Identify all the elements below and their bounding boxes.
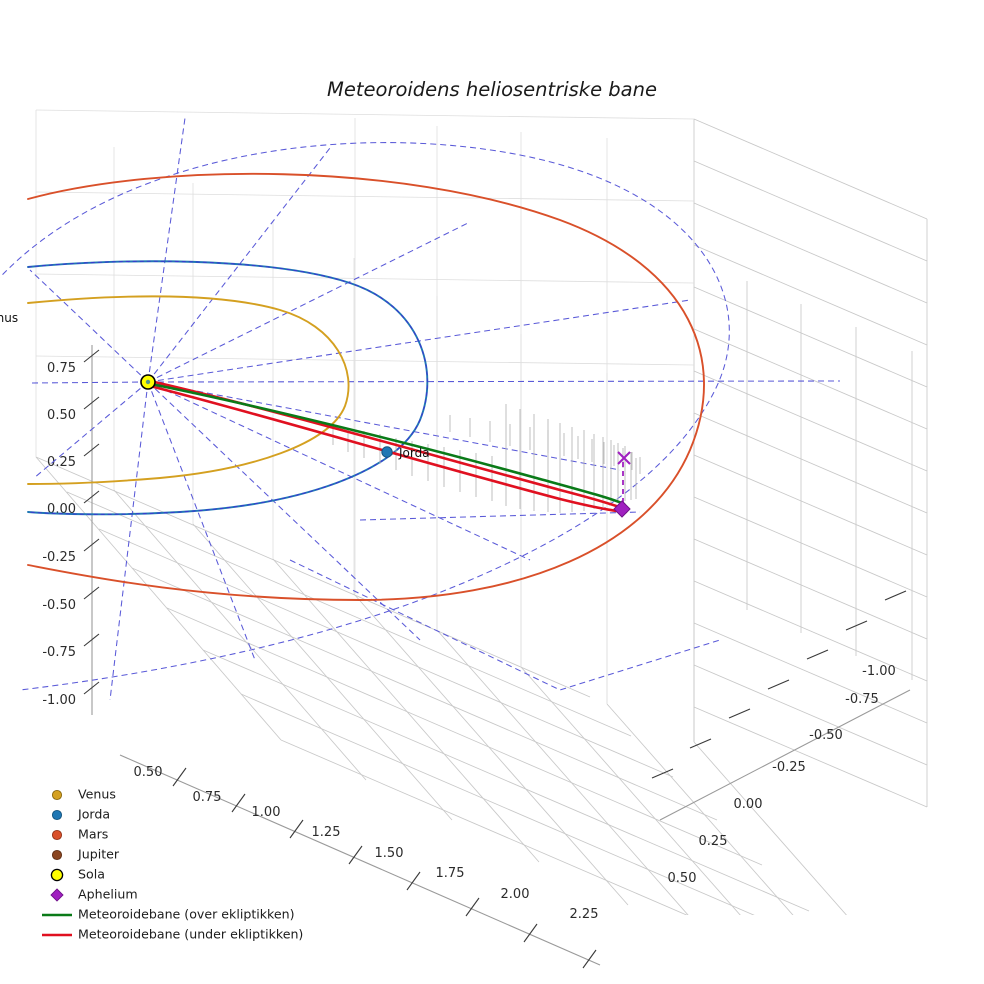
planet-orbits xyxy=(27,172,705,601)
z-axis-ticks xyxy=(83,349,100,695)
legend-item-sola[interactable]: Sola xyxy=(50,867,105,882)
y-tick-label: -0.75 xyxy=(845,692,879,707)
x-tick-label: 1.25 xyxy=(312,825,341,840)
legend-label: Sola xyxy=(78,867,105,882)
z-tick-label: -0.75 xyxy=(42,645,76,660)
z-axis: 0.75 0.50 0.25 0.00 -0.25 -0.50 -0.75 -1… xyxy=(42,345,100,715)
z-tick-label: 0.50 xyxy=(47,408,76,423)
sola-inner-dot xyxy=(145,379,151,385)
legend-item-aphelium[interactable]: Aphelium xyxy=(50,887,138,902)
upper-back-pane-grid xyxy=(35,109,695,704)
y-tick-label: -0.50 xyxy=(809,728,843,743)
legend-label: Meteoroidebane (under ekliptikken) xyxy=(78,927,303,942)
z-tick-label: 0.75 xyxy=(47,361,76,376)
x-tick-label: 0.50 xyxy=(134,765,163,780)
legend-label: Mars xyxy=(78,827,108,842)
legend: Venus Jorda Mars Jupiter Sola xyxy=(42,787,303,942)
y-tick-label: 0.25 xyxy=(699,834,728,849)
bottom-pane-grid xyxy=(35,456,847,915)
aphelium-swatch-icon xyxy=(50,888,64,902)
legend-label: Jupiter xyxy=(77,847,120,862)
legend-item-mars[interactable]: Mars xyxy=(51,827,108,842)
sola-swatch-icon xyxy=(50,868,64,882)
projection-dashed-lines xyxy=(0,117,841,701)
legend-label: Jorda xyxy=(77,807,110,822)
legend-label: Venus xyxy=(78,787,116,802)
legend-label: Aphelium xyxy=(78,887,138,902)
legend-item-under-ecliptic[interactable]: Meteoroidebane (under ekliptikken) xyxy=(42,927,303,942)
x-tick-label: 1.75 xyxy=(436,866,465,881)
jorda-marker xyxy=(381,446,393,458)
x-tick-label: 2.25 xyxy=(570,907,599,922)
jorda-swatch-icon xyxy=(51,809,63,821)
y-tick-label: -0.25 xyxy=(772,760,806,775)
aphelion-cross-icon xyxy=(617,451,631,465)
legend-item-venus[interactable]: Venus xyxy=(51,787,116,802)
x-tick-label: 2.00 xyxy=(501,887,530,902)
earth-label: Jorda xyxy=(398,446,430,460)
sun-marker-group xyxy=(140,374,156,390)
orbit-droplines xyxy=(332,404,641,513)
venus-swatch-icon xyxy=(51,789,63,801)
legend-item-jupiter[interactable]: Jupiter xyxy=(51,847,120,862)
meteoroid-under-ecliptic-b xyxy=(148,384,628,514)
aphelium-marker xyxy=(613,500,631,518)
left-pane-grid xyxy=(35,110,695,742)
orbit-jorda-dash xyxy=(27,260,428,515)
y-tick-label: 0.50 xyxy=(668,871,697,886)
x-tick-label: 1.50 xyxy=(375,846,404,861)
y-tick-label: -1.00 xyxy=(862,664,896,679)
jupiter-swatch-icon xyxy=(51,849,63,861)
z-tick-label: 0.25 xyxy=(47,455,76,470)
orbit-jupiter xyxy=(27,172,705,601)
orbit-venus xyxy=(27,295,350,485)
x-axis-ticks xyxy=(172,767,597,969)
legend-label: Meteoroidebane (over ekliptikken) xyxy=(78,907,295,922)
x-tick-label: 0.75 xyxy=(193,790,222,805)
page-title: Meteoroidens heliosentriske bane xyxy=(327,78,657,101)
aphelion-connector xyxy=(613,451,631,518)
earth-marker-group: Jorda xyxy=(381,446,430,460)
legend-item-over-ecliptic[interactable]: Meteoroidebane (over ekliptikken) xyxy=(42,907,295,922)
z-tick-label: -0.50 xyxy=(42,598,76,613)
z-tick-label: -1.00 xyxy=(42,693,76,708)
venus-orbit-label: Venus xyxy=(0,311,18,325)
meteoroid-orbit xyxy=(148,379,628,514)
z-tick-label: -0.25 xyxy=(42,550,76,565)
y-axis-ticks xyxy=(651,590,907,779)
x-tick-label: 1.00 xyxy=(252,805,281,820)
meteoroid-over-ecliptic xyxy=(149,382,626,506)
legend-item-jorda[interactable]: Jorda xyxy=(51,807,110,822)
y-tick-label: 0.00 xyxy=(734,797,763,812)
y-axis: 0.50 0.25 0.00 -0.25 -0.50 -0.75 -1.00 xyxy=(651,590,911,886)
mars-swatch-icon xyxy=(51,829,63,841)
back-right-pane-grid xyxy=(693,118,928,808)
x-axis: 0.50 0.75 1.00 1.25 1.50 1.75 2.00 2.25 xyxy=(119,754,601,969)
